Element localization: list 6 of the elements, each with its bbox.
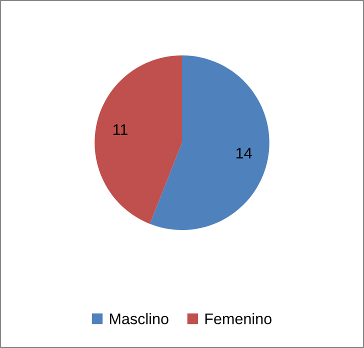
pie-slice	[94, 55, 182, 224]
legend-label: Femenino	[205, 313, 272, 324]
legend-label: Masclino	[110, 313, 168, 324]
pie-slice	[150, 55, 270, 230]
data-label: 11	[113, 124, 128, 135]
data-label: 14	[236, 148, 252, 158]
